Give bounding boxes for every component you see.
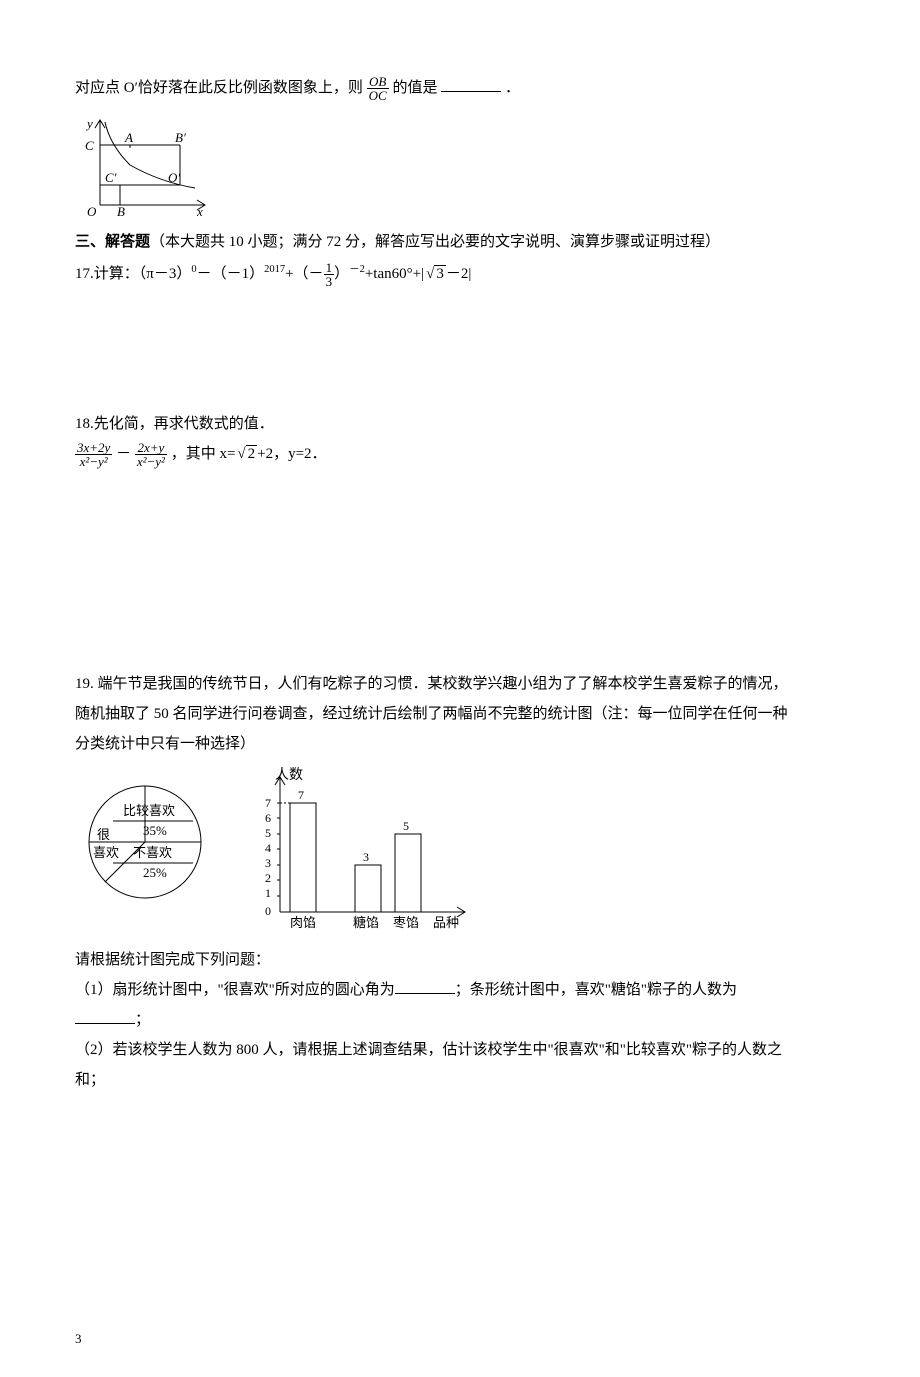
pie-label2b: 喜欢 [93, 845, 119, 860]
pie-label1-pct: 35% [143, 823, 167, 838]
q18-frac1-num: 3x+2y [75, 441, 112, 455]
bar-tick-1: 1 [265, 886, 271, 900]
pie-chart: 比较喜欢 35% 很 喜欢 不喜欢 25% [75, 767, 225, 917]
q18-expr: 3x+2y x²−y² － 2x+y x²−y² ，其中 x= 2+2，y=2． [75, 439, 845, 469]
y-label: y [85, 116, 93, 131]
bar-tick-4: 4 [265, 841, 271, 855]
q18-frac2-den: x²−y² [135, 455, 167, 468]
bar-xlabel-2: 糖馅 [353, 915, 379, 930]
section3-rest: （本大题共 10 小题；满分 72 分，解答应写出必要的文字说明、演算步骤或证明… [150, 234, 720, 250]
q19-sub1-blank2 [75, 1009, 135, 1024]
q18-frac1-den: x²−y² [75, 455, 112, 468]
bar-1-label: 7 [298, 788, 304, 802]
q18: 18.先化简，再求代数式的值． 3x+2y x²−y² － 2x+y x²−y²… [75, 409, 845, 469]
q17-sqrt: 3 [424, 259, 446, 289]
q19-line3: 分类统计中只有一种选择） [75, 729, 845, 759]
q19-sub2-b: 和； [75, 1065, 845, 1095]
q19-sub1-c: ； [135, 1012, 150, 1028]
intro-blank [441, 77, 501, 92]
q17: 17.计算：（π－3）0－（－1）2017+（－13）－2+tan60°+|3－… [75, 259, 845, 289]
q17-frac-num: 1 [324, 261, 335, 275]
bar-tick-3: 3 [265, 856, 271, 870]
pie-label3: 不喜欢 [133, 845, 172, 860]
pie-label2: 很 [97, 827, 110, 842]
bar-x-title: 品种 [433, 915, 459, 930]
A-label: A [124, 130, 133, 145]
q19-subline: 请根据统计图完成下列问题： [75, 945, 845, 975]
Bp-label: B′ [175, 130, 186, 145]
q19-sub1-cont: ； [75, 1005, 845, 1035]
intro-frac-den: OC [367, 89, 389, 102]
bar-tick-7: 7 [265, 796, 271, 810]
bar-chart: 人数 7 6 5 4 3 2 1 0 7 3 5 肉馅 [235, 767, 485, 937]
intro-text-2: 的值是 [392, 80, 437, 96]
intro-line: 对应点 O′恰好落在此反比例函数图象上，则 OB OC 的值是 ． [75, 75, 845, 102]
q17-sqrt-val: 3 [434, 265, 446, 282]
Op-label: O′ [168, 170, 180, 185]
bar-xlabel-3: 枣馅 [393, 915, 419, 930]
q18-frac2-num: 2x+y [135, 441, 167, 455]
q17-exp2: 2017 [264, 264, 285, 275]
q17-mid2: +（－ [285, 266, 323, 282]
q19-sub1: （1）扇形统计图中，"很喜欢"所对应的圆心角为 ；条形统计图中，喜欢"糖馅"粽子的… [75, 975, 845, 1005]
q18-op: － [116, 446, 131, 462]
C-label: C [85, 138, 94, 153]
bar-y-title: 人数 [275, 767, 303, 783]
bar-2 [355, 865, 381, 912]
q18-sqrt: 2 [235, 439, 257, 469]
bar-tick-2: 2 [265, 871, 271, 885]
q19-line1: 19. 端午节是我国的传统节日，人们有吃粽子的习惯．某校数学兴趣小组为了了解本校… [75, 669, 845, 699]
bar-1 [290, 803, 316, 912]
q19-sub2-a: （2）若该校学生人数为 800 人，请根据上述调查结果，估计该校学生中"很喜欢"… [75, 1035, 845, 1065]
q17-frac-den: 3 [324, 275, 335, 288]
q17-prefix: 17.计算：（π－3） [75, 266, 191, 282]
q17-mid1: －（－1） [197, 266, 265, 282]
coord-diagram: y C A B′ C′ O′ O B x [75, 110, 215, 220]
page-number: 3 [75, 1331, 82, 1347]
bar-3 [395, 834, 421, 912]
q18-mid: ，其中 x= [171, 446, 236, 462]
q19-sub1-blank1 [395, 979, 455, 994]
q19-sub1-b: ；条形统计图中，喜欢"糖馅"粽子的人数为 [455, 982, 737, 998]
Cp-label: C′ [105, 170, 117, 185]
q19: 19. 端午节是我国的传统节日，人们有吃粽子的习惯．某校数学兴趣小组为了了解本校… [75, 669, 845, 1095]
section3-bold: 三、解答题 [75, 234, 150, 250]
q17-suffix: －2| [446, 266, 472, 282]
q19-line2: 随机抽取了 50 名同学进行问卷调查，经过统计后绘制了两幅尚不完整的统计图（注：… [75, 699, 845, 729]
q17-frac: 13 [324, 261, 335, 288]
pie-label3-pct: 25% [143, 865, 167, 880]
q18-suffix: +2，y=2． [257, 446, 326, 462]
bar-tick-6: 6 [265, 811, 271, 825]
q18-frac1: 3x+2y x²−y² [75, 441, 112, 468]
pie-label1: 比较喜欢 [123, 803, 175, 818]
q19-charts: 比较喜欢 35% 很 喜欢 不喜欢 25% 人数 7 6 5 4 3 [75, 767, 845, 937]
bar-3-label: 5 [403, 819, 409, 833]
bar-2-label: 3 [363, 850, 369, 864]
q18-line1: 18.先化简，再求代数式的值． [75, 409, 845, 439]
intro-frac-num: OB [367, 75, 389, 89]
x-label: x [196, 204, 203, 219]
B-label: B [117, 204, 125, 219]
q17-mid3: ） [334, 266, 349, 282]
q17-mid4: +tan60°+| [365, 266, 424, 282]
q18-sqrt-val: 2 [246, 445, 258, 462]
bar-tick-0: 0 [265, 904, 271, 918]
section3-heading: 三、解答题（本大题共 10 小题；满分 72 分，解答应写出必要的文字说明、演算… [75, 230, 845, 251]
intro-text-1: 对应点 O′恰好落在此反比例函数图象上，则 [75, 80, 363, 96]
q17-exp3: －2 [349, 264, 365, 275]
O-label: O [87, 204, 97, 219]
bar-tick-5: 5 [265, 826, 271, 840]
bar-xlabel-1: 肉馅 [290, 915, 316, 930]
intro-fraction: OB OC [367, 75, 389, 102]
q19-sub1-a: （1）扇形统计图中，"很喜欢"所对应的圆心角为 [75, 982, 395, 998]
intro-suffix: ． [505, 80, 520, 96]
q18-frac2: 2x+y x²−y² [135, 441, 167, 468]
